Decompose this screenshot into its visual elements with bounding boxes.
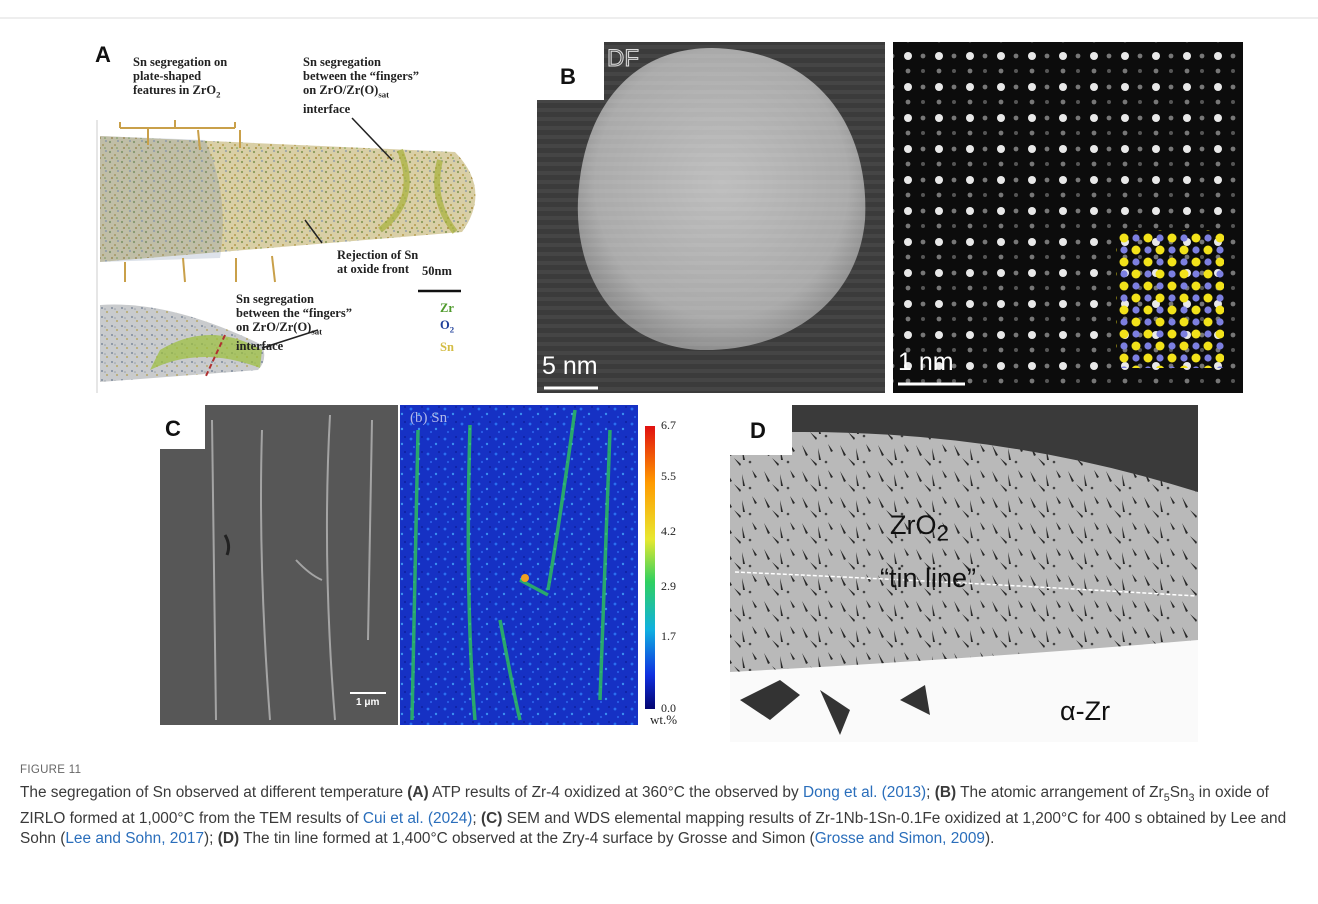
text-run: 2 [450, 325, 454, 335]
citation-link[interactable]: Dong et al. (2013) [803, 784, 926, 801]
region-label: α-Zr [1060, 696, 1110, 727]
legend-entry: Zr [440, 300, 454, 317]
region-label: ZrO2 [890, 510, 949, 546]
text-run: O [440, 318, 450, 332]
text-run: 2 [216, 90, 220, 100]
annotation-line: between the “fingers” [303, 69, 419, 83]
text-run: between the “fingers” [303, 69, 419, 83]
annotation-line: on ZrO/Zr(O)sat [236, 320, 352, 339]
annotation-line: Sn segregation [303, 55, 419, 69]
text-run: features in ZrO [133, 83, 216, 97]
annotation-line: interface [236, 339, 352, 353]
annotation-line: plate-shaped [133, 69, 227, 83]
scale-bar-label: 5 nm [542, 352, 598, 381]
text-run: 2 [937, 520, 950, 545]
citation-link[interactable]: Grosse and Simon, 2009 [815, 830, 985, 847]
decoration [521, 574, 529, 582]
annotation-line: Sn segregation [236, 292, 352, 306]
panel-label: A [95, 42, 111, 68]
text-run: The segregation of Sn observed at differ… [20, 784, 407, 801]
text-run: “tin line” [880, 563, 976, 593]
text-run: sat [378, 90, 389, 100]
colorbar-unit: wt.% [650, 712, 677, 728]
scale-bar-label: 50nm [422, 264, 452, 278]
annotation-line: features in ZrO2 [133, 83, 227, 102]
colorbar-tick-label: 1.7 [661, 629, 676, 644]
image-region [1116, 230, 1224, 368]
panel-label: B [560, 64, 576, 90]
text-run: sat [311, 327, 322, 337]
text-run: The atomic arrangement of Zr [956, 784, 1164, 801]
text-run: on ZrO/Zr(O) [303, 83, 378, 97]
figure-label: FIGURE 11 [20, 764, 81, 776]
citation-link[interactable]: Lee and Sohn, 2017 [65, 830, 204, 847]
text-run: (A) [407, 784, 428, 801]
citation-link[interactable]: Cui et al. (2024) [363, 810, 473, 827]
colorbar-tick-label: 5.5 [661, 469, 676, 484]
colorbar-tick-label: 4.2 [661, 524, 676, 539]
text-run: interface [236, 339, 283, 353]
text-run: Sn [440, 340, 454, 354]
text-run: ). [985, 830, 994, 847]
text-run: ATP results of Zr-4 oxidized at 360°C th… [429, 784, 803, 801]
scale-bar-label: 1 μm [356, 697, 379, 708]
text-run: Sn [1170, 784, 1189, 801]
annotation-line: Rejection of Sn [337, 248, 418, 262]
annotation-line: interface [303, 102, 419, 116]
image-region [645, 426, 655, 709]
panel-label: C [165, 416, 181, 442]
text-run: Sn segregation [236, 292, 314, 306]
legend-entry: O2 [440, 317, 454, 339]
text-run: α-Zr [1060, 696, 1110, 726]
text-run: ZrO [890, 510, 937, 540]
text-run: Rejection of Sn [337, 248, 418, 262]
text-run: interface [303, 102, 350, 116]
scale-bar-label: 1 nm [898, 348, 954, 377]
text-run: (C) [481, 810, 502, 827]
legend-entry: Sn [440, 339, 454, 356]
annotation-line: Sn segregation on [133, 55, 227, 69]
image-region [160, 405, 398, 725]
text-run: Zr [440, 301, 454, 315]
mode-label: DF [607, 45, 639, 73]
colorbar-tick-label: 6.7 [661, 418, 676, 433]
text-run: (B) [935, 784, 956, 801]
text-run: at oxide front [337, 262, 409, 276]
annotation-line: at oxide front [337, 262, 418, 276]
map-title: (b) Sn [410, 410, 447, 427]
text-run: Sn segregation [303, 55, 381, 69]
text-run: ; [472, 810, 481, 827]
text-run: on ZrO/Zr(O) [236, 320, 311, 334]
annotation-line: between the “fingers” [236, 306, 352, 320]
panel-label: D [750, 418, 766, 444]
decoration [100, 136, 223, 262]
region-label: “tin line” [880, 563, 976, 594]
caption: The segregation of Sn observed at differ… [20, 783, 1305, 850]
text-run: ; [926, 784, 935, 801]
text-run: The tin line formed at 1,400°C observed … [239, 830, 815, 847]
page: A Sn segregation onplate-shapedfeatures … [0, 0, 1318, 904]
text-run: Sn segregation on [133, 55, 227, 69]
annotation-line: on ZrO/Zr(O)sat [303, 83, 419, 102]
text-run: (D) [218, 830, 239, 847]
text-run: ); [204, 830, 218, 847]
colorbar-tick-label: 2.9 [661, 579, 676, 594]
figure-art [0, 0, 1318, 904]
text-run: between the “fingers” [236, 306, 352, 320]
text-run: plate-shaped [133, 69, 201, 83]
